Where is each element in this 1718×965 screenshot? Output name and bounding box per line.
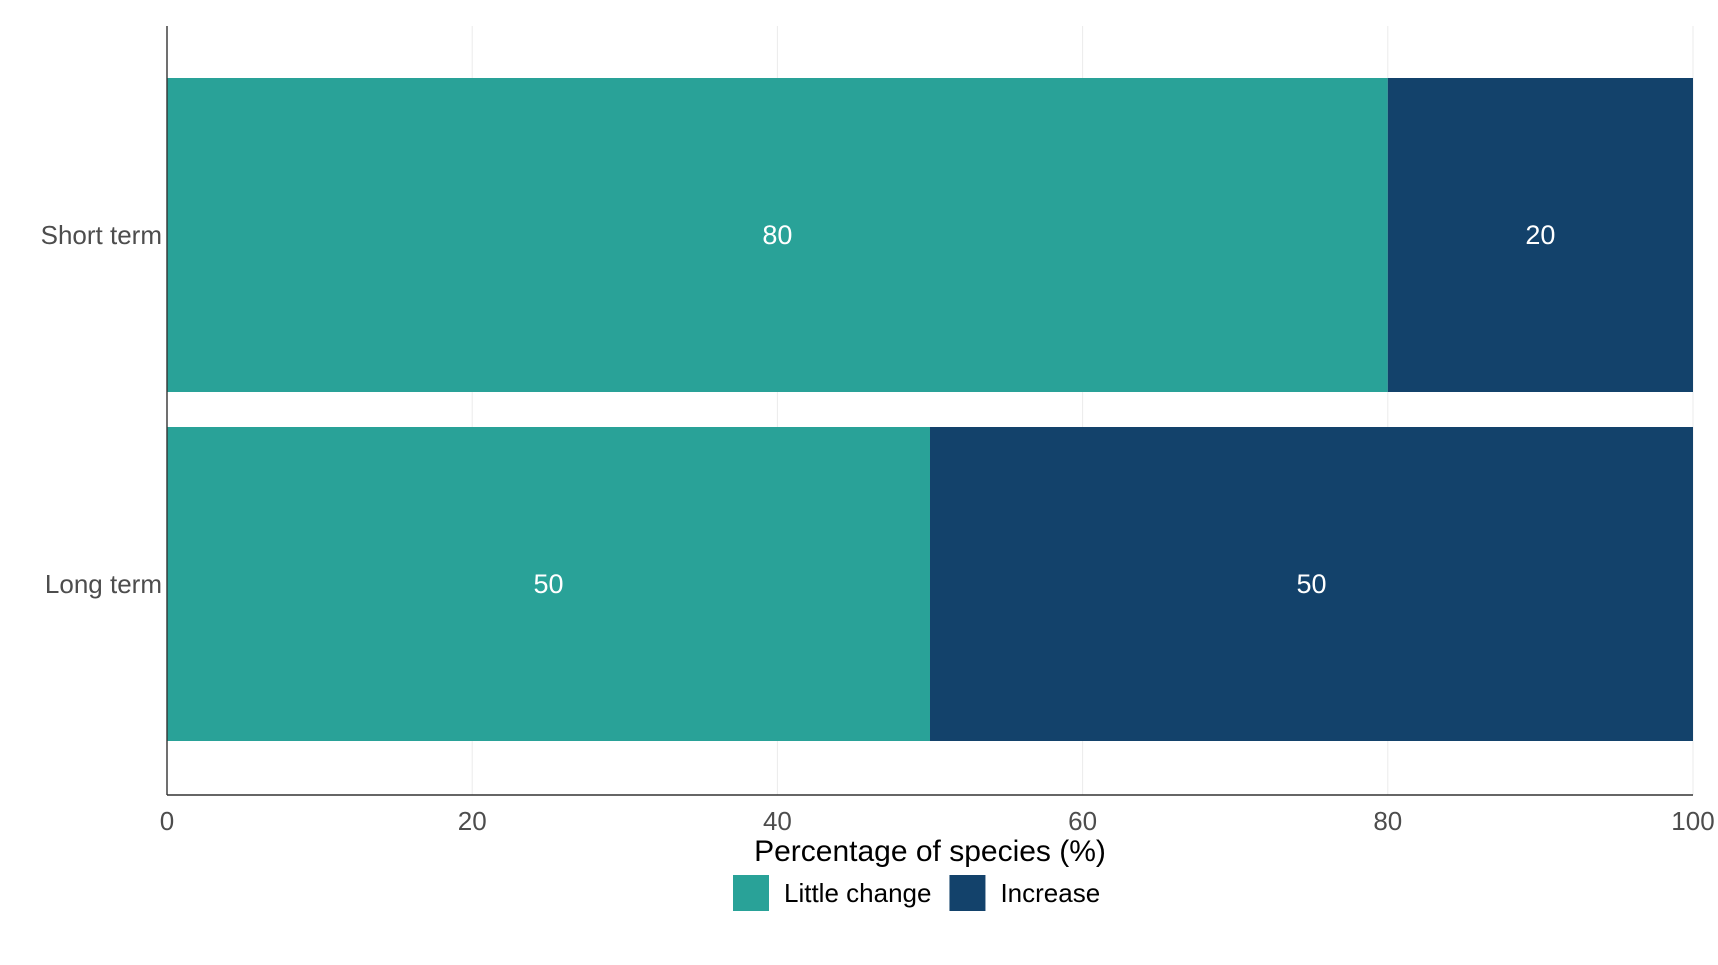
x-axis-title: Percentage of species (%) <box>754 835 1106 868</box>
data-label-little-change: 50 <box>533 569 563 599</box>
x-tick-label: 0 <box>160 806 174 836</box>
x-tick-label: 60 <box>1068 806 1097 836</box>
bar-little-change <box>167 78 1388 392</box>
data-label-increase: 20 <box>1525 220 1555 250</box>
ticks-layer: 0 20 40 60 80 100 <box>160 806 1715 836</box>
x-tick-label: 80 <box>1373 806 1402 836</box>
bar-little-change <box>167 427 930 741</box>
data-labels-layer: 80 20 50 50 <box>533 220 1555 599</box>
legend: Little change Increase <box>733 875 1100 911</box>
data-label-little-change: 80 <box>762 220 792 250</box>
axes-layer <box>166 26 1693 796</box>
x-tick-label: 40 <box>763 806 792 836</box>
bar-increase <box>930 427 1693 741</box>
category-label: Long term <box>45 569 162 599</box>
category-label: Short term <box>41 220 162 250</box>
bar-increase <box>1387 78 1693 392</box>
legend-label-increase: Increase <box>1000 878 1100 908</box>
x-tick-label: 100 <box>1671 806 1714 836</box>
legend-label-little-change: Little change <box>784 878 931 908</box>
data-label-increase: 50 <box>1296 569 1326 599</box>
legend-swatch-little-change <box>733 875 769 911</box>
legend-swatch-increase <box>949 875 986 911</box>
x-tick-label: 20 <box>458 806 487 836</box>
category-labels-layer: Short term Long term <box>41 220 162 599</box>
bars-layer <box>167 78 1693 741</box>
